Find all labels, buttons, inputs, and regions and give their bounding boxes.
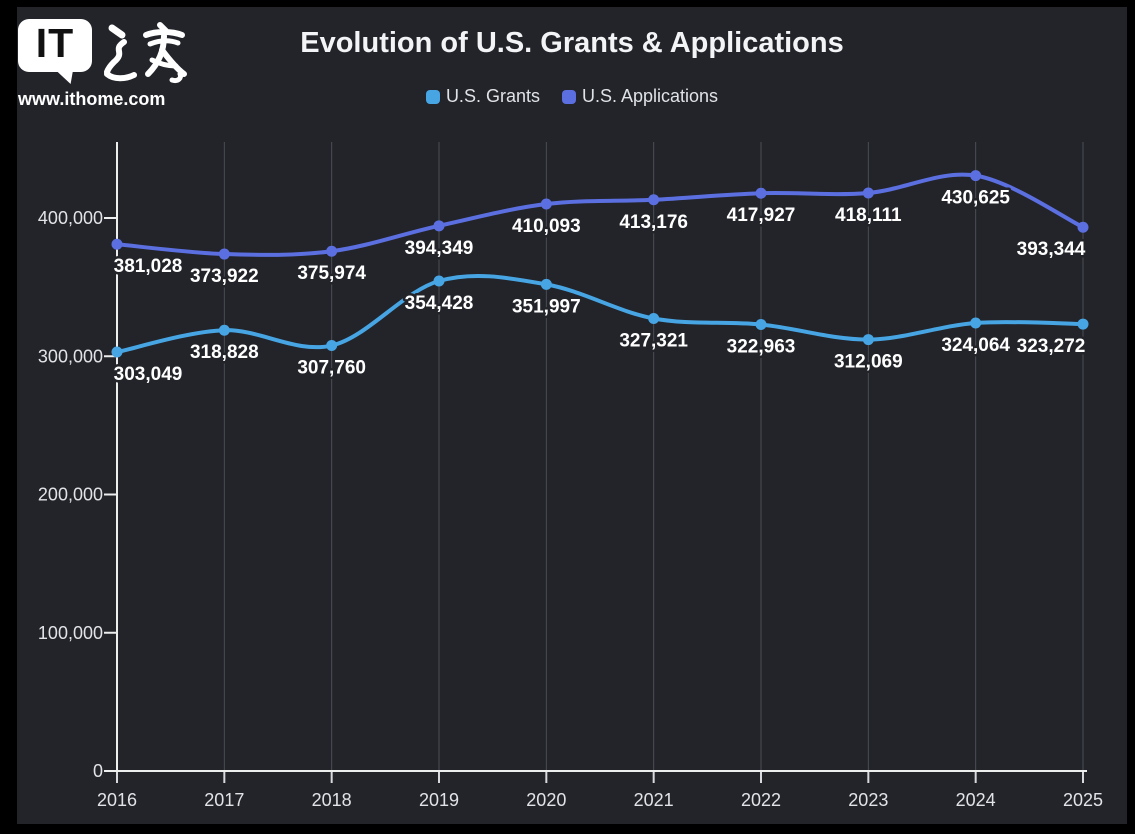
ithome-url: www.ithome.com xyxy=(18,89,166,109)
y-tick-label: 400,000 xyxy=(38,208,103,228)
x-tick-label-2020: 2020 xyxy=(526,790,566,810)
data-point-u-s-applications-2024 xyxy=(970,170,982,182)
data-point-u-s-applications-2016 xyxy=(111,238,123,250)
data-label-u-s-grants-2017: 318,828 xyxy=(190,342,259,363)
y-tick-label: 0 xyxy=(93,761,103,781)
chart-title: Evolution of U.S. Grants & Applications xyxy=(300,27,844,59)
x-tick-label-2019: 2019 xyxy=(419,790,459,810)
legend-item-us-grants[interactable]: U.S. Grants xyxy=(425,86,540,107)
y-tick-label: 300,000 xyxy=(38,346,103,366)
data-point-u-s-grants-2021 xyxy=(648,312,660,324)
us-applications-swatch-icon xyxy=(561,89,576,104)
x-tick-label-2025: 2025 xyxy=(1063,790,1103,810)
data-label-u-s-grants-2019: 354,428 xyxy=(405,293,474,314)
data-point-u-s-applications-2017 xyxy=(218,248,230,260)
data-label-u-s-grants-2022: 322,963 xyxy=(727,337,796,358)
legend-label-us-applications: U.S. Applications xyxy=(581,86,719,106)
data-point-u-s-grants-2018 xyxy=(326,340,338,352)
x-tick-label-2021: 2021 xyxy=(634,790,674,810)
data-label-u-s-applications-2024: 430,625 xyxy=(941,188,1010,209)
data-point-u-s-grants-2017 xyxy=(218,324,230,336)
data-label-u-s-grants-2020: 351,997 xyxy=(512,296,581,317)
data-label-u-s-applications-2022: 417,927 xyxy=(727,205,796,226)
x-tick-label-2023: 2023 xyxy=(848,790,888,810)
x-tick-label-2022: 2022 xyxy=(741,790,781,810)
data-point-u-s-grants-2025 xyxy=(1077,318,1089,330)
data-point-u-s-grants-2023 xyxy=(862,334,874,346)
data-point-u-s-grants-2022 xyxy=(755,319,767,331)
ithome-logo-cjk-icon xyxy=(104,22,187,83)
data-label-u-s-applications-2016: 381,028 xyxy=(114,256,183,277)
y-tick-label: 100,000 xyxy=(38,623,103,643)
data-label-u-s-grants-2021: 327,321 xyxy=(619,330,688,351)
x-tick-label-2024: 2024 xyxy=(956,790,996,810)
ithome-logo-it-text: IT xyxy=(35,20,75,66)
data-point-u-s-applications-2018 xyxy=(326,245,338,257)
data-point-u-s-applications-2019 xyxy=(433,220,445,232)
data-label-u-s-applications-2023: 418,111 xyxy=(835,205,902,226)
ithome-logo-bubble: IT xyxy=(18,19,92,72)
data-point-u-s-grants-2019 xyxy=(433,275,445,287)
data-label-u-s-grants-2016: 303,049 xyxy=(114,364,183,385)
chart-panel xyxy=(17,7,1127,824)
series-line-u-s-grants xyxy=(115,273,1085,355)
data-label-u-s-applications-2020: 410,093 xyxy=(512,216,581,237)
data-point-u-s-applications-2021 xyxy=(648,194,660,206)
data-label-u-s-applications-2025: 393,344 xyxy=(1017,239,1086,260)
x-tick-label-2017: 2017 xyxy=(204,790,244,810)
x-tick-label-2018: 2018 xyxy=(312,790,352,810)
x-tick-label-2016: 2016 xyxy=(97,790,137,810)
data-label-u-s-applications-2019: 394,349 xyxy=(405,238,474,259)
y-tick-label: 200,000 xyxy=(38,485,103,505)
data-point-u-s-applications-2023 xyxy=(862,187,874,199)
legend-label-us-grants: U.S. Grants xyxy=(445,86,540,106)
data-point-u-s-grants-2024 xyxy=(970,317,982,329)
data-label-u-s-applications-2021: 413,176 xyxy=(619,212,688,233)
data-label-u-s-grants-2024: 324,064 xyxy=(941,335,1010,356)
data-point-u-s-applications-2020 xyxy=(540,198,552,210)
data-point-u-s-grants-2020 xyxy=(540,278,552,290)
data-label-u-s-applications-2017: 373,922 xyxy=(190,266,259,287)
data-point-u-s-grants-2016 xyxy=(111,346,123,358)
data-point-u-s-applications-2022 xyxy=(755,187,767,199)
data-label-u-s-grants-2025: 323,272 xyxy=(1017,336,1086,357)
us-grants-swatch-icon xyxy=(425,89,440,104)
data-label-u-s-grants-2018: 307,760 xyxy=(297,358,366,379)
series-line-u-s-applications xyxy=(115,172,1085,257)
data-label-u-s-grants-2023: 312,069 xyxy=(834,352,903,373)
data-label-u-s-applications-2018: 375,974 xyxy=(297,263,366,284)
legend-item-us-applications[interactable]: U.S. Applications xyxy=(561,86,719,107)
data-point-u-s-applications-2025 xyxy=(1077,221,1089,233)
chart-legend: U.S. Grants U.S. Applications xyxy=(17,86,1127,107)
